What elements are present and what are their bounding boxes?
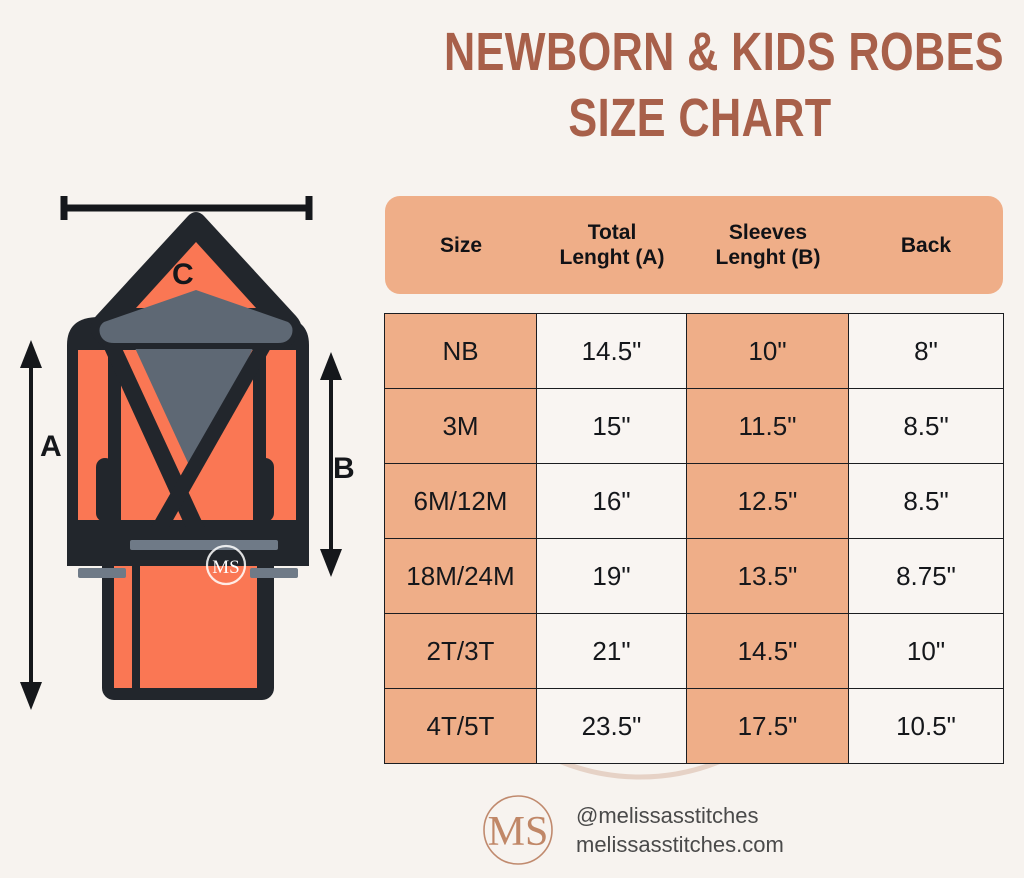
robe-graphic: MS [20, 196, 342, 710]
cell-total_length: 14.5" [536, 313, 687, 389]
cell-total_length: 16" [536, 463, 687, 539]
table-row: NB 14.5" 10" 8" [384, 313, 1004, 389]
header-cell-size: Size [385, 196, 537, 294]
robe-cuff-stripe-left [78, 568, 126, 578]
cell-size: 2T/3T [384, 613, 537, 689]
table-row: 4T/5T 23.5" 17.5" 10.5" [384, 688, 1004, 764]
robe-belt-stripe [130, 540, 278, 550]
table-header-banner: Size Total Lenght (A) Sleeves Lenght (B)… [385, 196, 1003, 294]
robe-illustration: C A B [0, 130, 380, 730]
cell-back: 8" [848, 313, 1004, 389]
cell-back: 8.5" [848, 463, 1004, 539]
cell-total_length: 15" [536, 388, 687, 464]
cell-size: 18M/24M [384, 538, 537, 614]
header-cell-back: Back [849, 196, 1003, 294]
dimension-label-a: A [40, 430, 62, 463]
size-chart-table: NB 14.5" 10" 8" 3M 15" 11.5" 8.5" 6M/12M 16" 12.5"… [384, 313, 1004, 764]
cell-size: NB [384, 313, 537, 389]
cell-sleeves_length: 13.5" [686, 538, 849, 614]
cell-sleeves_length: 14.5" [686, 613, 849, 689]
cell-size: 3M [384, 388, 537, 464]
brand-logo-icon: MS [483, 795, 553, 865]
size-chart-table-body: NB 14.5" 10" 8" 3M 15" 11.5" 8.5" 6M/12M 16" 12.5"… [384, 313, 1004, 764]
dimension-label-b: B [333, 452, 355, 485]
cell-total_length: 19" [536, 538, 687, 614]
header-size-label: Size [439, 233, 483, 257]
robe-cuff-stripe-right [250, 568, 298, 578]
robe-pocket-right [256, 458, 274, 522]
header-cell-sleeves-length: Sleeves Lenght (B) [687, 196, 849, 294]
robe-body-group: MS [67, 212, 309, 700]
robe-collar-v [135, 348, 253, 476]
measure-line-c [60, 196, 313, 220]
header-cell-total-length: Total Lenght (A) [537, 196, 687, 294]
cell-sleeves_length: 12.5" [686, 463, 849, 539]
cell-back: 10.5" [848, 688, 1004, 764]
cell-back: 8.5" [848, 388, 1004, 464]
robe-hood-inner-orange [136, 242, 256, 308]
header-total-length-line1: Total [587, 221, 637, 244]
cell-sleeves_length: 11.5" [686, 388, 849, 464]
cell-back: 10" [848, 613, 1004, 689]
chest-monogram: MS [205, 544, 247, 586]
cell-total_length: 21" [536, 613, 687, 689]
table-row: 2T/3T 21" 14.5" 10" [384, 613, 1004, 689]
robe-skirt-fill [140, 555, 257, 688]
title-line-1: NEWBORN & KIDS ROBES [444, 22, 1005, 82]
table-row: 6M/12M 16" 12.5" 8.5" [384, 463, 1004, 539]
dimension-label-c: C [172, 258, 194, 291]
table-row: 18M/24M 19" 13.5" 8.75" [384, 538, 1004, 614]
brand-footer: MS @melissasstitches melissasstitches.co… [478, 790, 784, 870]
cell-back: 8.75" [848, 538, 1004, 614]
cell-size: 4T/5T [384, 688, 537, 764]
header-sleeves-line2: Lenght (B) [715, 246, 821, 269]
measure-arrow-a [20, 340, 42, 710]
brand-handle: @melissasstitches [576, 803, 759, 828]
header-sleeves-line1: Sleeves [728, 221, 808, 244]
header-total-length-line2: Lenght (A) [559, 246, 665, 269]
robe-belt-tie [114, 555, 132, 688]
page-title: NEWBORN & KIDS ROBES SIZE CHART [380, 22, 1020, 148]
cell-size: 6M/12M [384, 463, 537, 539]
chest-monogram-text: MS [212, 557, 239, 578]
robe-lapel-right [150, 346, 272, 529]
cell-total_length: 23.5" [536, 688, 687, 764]
brand-website[interactable]: melissasstitches.com [576, 832, 784, 857]
header-back-label: Back [900, 233, 952, 257]
title-line-2: SIZE CHART [568, 88, 832, 148]
robe-hood-lining [99, 290, 293, 343]
measure-arrow-b [320, 352, 342, 577]
cell-sleeves_length: 10" [686, 313, 849, 389]
cell-sleeves_length: 17.5" [686, 688, 849, 764]
brand-contact: @melissasstitches melissasstitches.com [576, 801, 784, 859]
table-row: 3M 15" 11.5" 8.5" [384, 388, 1004, 464]
robe-pocket-left [96, 458, 114, 522]
brand-logo-text: MS [488, 809, 549, 855]
